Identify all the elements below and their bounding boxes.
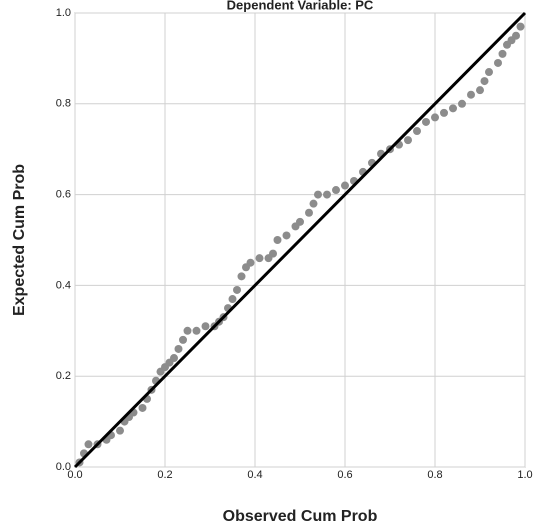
point bbox=[449, 104, 457, 112]
point bbox=[341, 182, 349, 190]
point bbox=[422, 118, 430, 126]
y-tick-label: 0.8 bbox=[56, 98, 71, 110]
point bbox=[332, 186, 340, 194]
point bbox=[517, 23, 525, 31]
point bbox=[202, 322, 210, 330]
point bbox=[116, 427, 124, 435]
y-tick-label: 1.0 bbox=[56, 7, 71, 19]
x-tick-label: 0.4 bbox=[247, 469, 262, 481]
point bbox=[247, 259, 255, 267]
point bbox=[283, 231, 291, 239]
point bbox=[175, 345, 183, 353]
point bbox=[238, 272, 246, 280]
chart-title: Dependent Variable: PC bbox=[227, 0, 374, 12]
x-tick-label: 0.2 bbox=[157, 469, 172, 481]
point bbox=[269, 250, 277, 258]
point bbox=[413, 127, 421, 135]
y-tick-label: 0.4 bbox=[56, 279, 71, 291]
point bbox=[229, 295, 237, 303]
x-tick-label: 1.0 bbox=[517, 469, 532, 481]
point bbox=[512, 32, 520, 40]
point bbox=[305, 209, 313, 217]
x-tick-label: 0.8 bbox=[427, 469, 442, 481]
x-axis-title: Observed Cum Prob bbox=[223, 508, 378, 525]
y-tick-label: 0.6 bbox=[56, 189, 71, 201]
point bbox=[481, 77, 489, 85]
point bbox=[296, 218, 304, 226]
point bbox=[458, 100, 466, 108]
point bbox=[314, 191, 322, 199]
y-axis-title: Expected Cum Prob bbox=[11, 164, 28, 316]
point bbox=[494, 59, 502, 67]
point bbox=[85, 440, 93, 448]
point bbox=[170, 354, 178, 362]
point bbox=[233, 286, 241, 294]
point bbox=[256, 254, 264, 262]
point bbox=[476, 86, 484, 94]
point bbox=[485, 68, 493, 76]
chart: Dependent Variable: PC Observed Cum Prob… bbox=[0, 0, 534, 530]
point bbox=[184, 327, 192, 335]
point bbox=[323, 191, 331, 199]
point bbox=[431, 113, 439, 121]
point bbox=[193, 327, 201, 335]
y-tick-label: 0.0 bbox=[56, 461, 71, 473]
x-tick-label: 0.6 bbox=[337, 469, 352, 481]
point bbox=[310, 200, 318, 208]
point bbox=[440, 109, 448, 117]
point bbox=[179, 336, 187, 344]
point bbox=[404, 136, 412, 144]
point bbox=[499, 50, 507, 58]
point bbox=[467, 91, 475, 99]
point bbox=[274, 236, 282, 244]
y-tick-label: 0.2 bbox=[56, 370, 71, 382]
page: Dependent Variable: PC Observed Cum Prob… bbox=[0, 0, 534, 530]
point bbox=[139, 404, 147, 412]
